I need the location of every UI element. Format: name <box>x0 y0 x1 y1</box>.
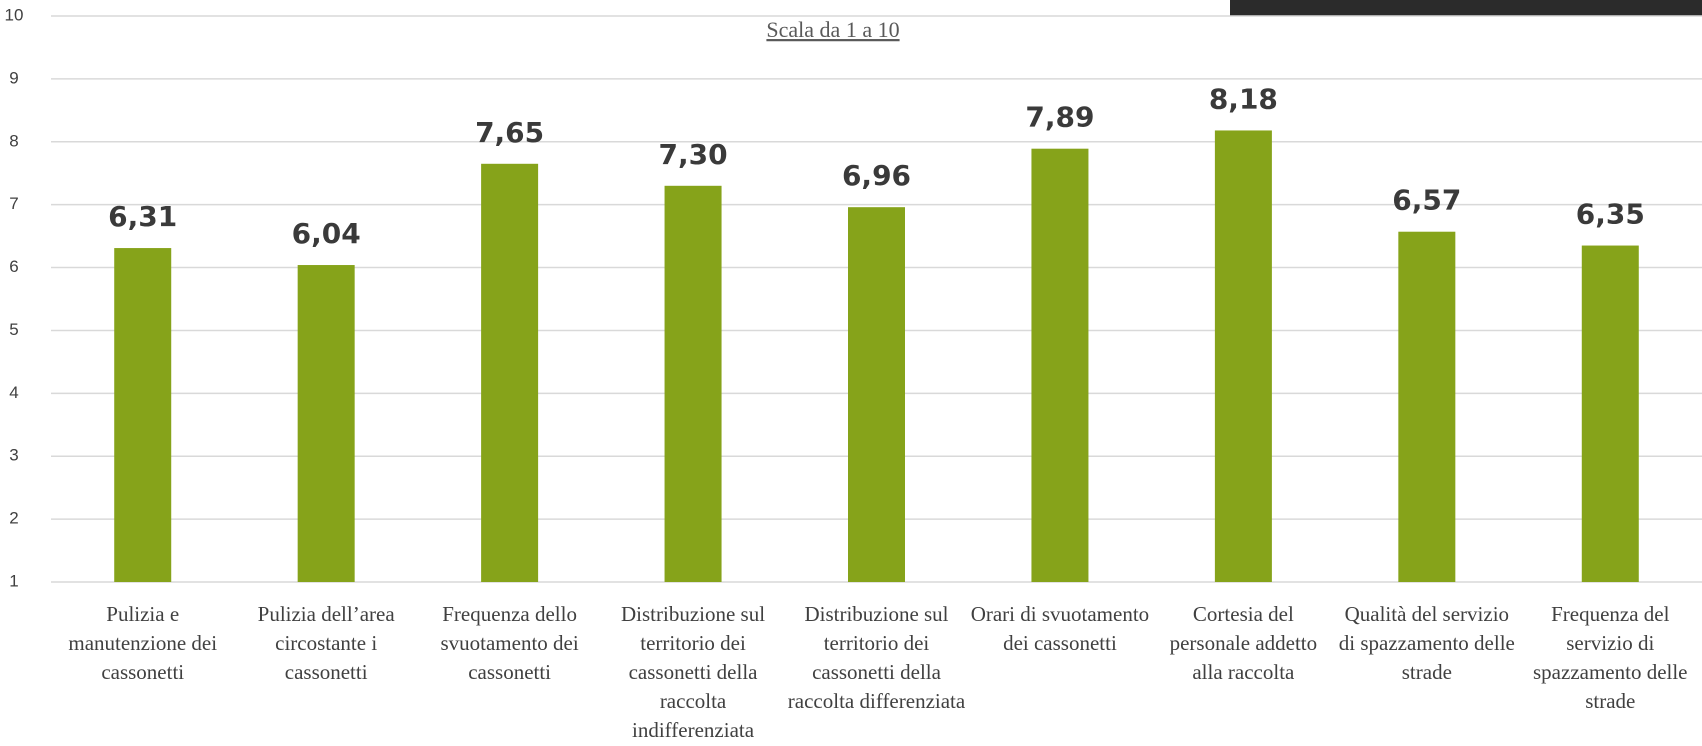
value-label: 6,35 <box>1576 198 1645 231</box>
bar <box>848 207 905 582</box>
chart-subtitle: Scala da 1 a 10 <box>766 17 899 42</box>
value-label: 7,30 <box>659 138 728 171</box>
value-label: 6,57 <box>1392 184 1461 217</box>
bar <box>481 164 538 582</box>
y-tick-label: 2 <box>9 509 18 528</box>
bar <box>1398 232 1455 582</box>
y-tick-label: 3 <box>9 446 18 465</box>
x-tick-label: Frequenza dello svuotamento dei cassonet… <box>420 600 600 687</box>
bar <box>665 186 722 582</box>
x-tick-label: Frequenza del servizio di spazzamento de… <box>1520 600 1700 716</box>
x-tick-label: Distribuzione sul territorio dei cassone… <box>603 600 783 745</box>
bar <box>114 248 171 582</box>
x-tick-label: Qualità del servizio di spazzamento dell… <box>1337 600 1517 687</box>
value-label: 6,04 <box>292 217 361 250</box>
value-label: 6,31 <box>108 200 177 233</box>
bar <box>1215 130 1272 582</box>
x-tick-label: Cortesia del personale addetto alla racc… <box>1153 600 1333 687</box>
photo-corner <box>1230 0 1702 16</box>
y-tick-label: 8 <box>9 131 18 150</box>
value-label: 6,96 <box>842 159 911 192</box>
y-tick-label: 4 <box>9 383 18 402</box>
y-tick-label: 5 <box>9 320 18 339</box>
x-tick-label: Pulizia dell’area circostante i cassonet… <box>236 600 416 687</box>
y-tick-label: 7 <box>9 194 18 213</box>
x-tick-label: Pulizia e manutenzione dei cassonetti <box>53 600 233 687</box>
value-label: 7,65 <box>475 116 544 149</box>
value-label: 8,18 <box>1209 82 1278 115</box>
y-tick-label: 1 <box>9 571 18 590</box>
x-tick-label: Orari di svuotamento dei cassonetti <box>970 600 1150 658</box>
bar <box>298 265 355 582</box>
y-tick-label: 10 <box>5 5 24 24</box>
x-tick-label: Distribuzione sul territorio dei cassone… <box>787 600 967 716</box>
bar <box>1582 246 1639 582</box>
y-tick-label: 9 <box>9 68 18 87</box>
page: Scala da 1 a 10 1 2 3 4 5 6 7 8 9 10 6,31 6,04 7,65 7… <box>0 0 1702 746</box>
value-label: 7,89 <box>1025 101 1094 134</box>
bar <box>1031 149 1088 582</box>
y-tick-label: 6 <box>9 257 18 276</box>
